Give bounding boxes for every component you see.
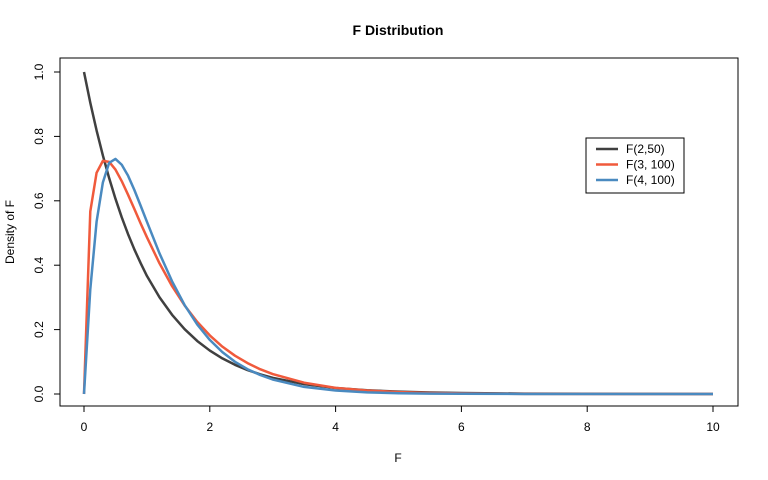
series-line-0: [82, 71, 714, 396]
y-tick-label: 0.4: [32, 257, 46, 274]
y-tick-label: 0.6: [32, 192, 46, 209]
x-tick-label: 2: [206, 420, 213, 434]
legend-label-2: F(4, 100): [626, 173, 675, 187]
y-tick-label: 0.0: [32, 385, 46, 402]
y-axis: 0.0 0.2 0.4 0.6 0.8 1.0: [32, 63, 61, 402]
x-tick-label: 6: [458, 420, 465, 434]
legend: F(2,50) F(3, 100)F(4, 100): [585, 137, 685, 194]
series-line-2: [82, 157, 713, 396]
legend-label-0: F(2,50): [626, 142, 665, 156]
y-axis-label: Density of F: [3, 200, 17, 264]
x-tick-label: 0: [81, 420, 88, 434]
x-tick-label: 10: [706, 420, 720, 434]
x-tick-label: 8: [584, 420, 591, 434]
series-layer: [82, 71, 714, 396]
chart-title: F Distribution: [353, 22, 444, 38]
y-tick-label: 0.2: [32, 321, 46, 338]
x-axis: 0 2 4 6 8 10: [81, 405, 720, 434]
series-line-1: [82, 159, 713, 396]
x-tick-label: 4: [332, 420, 339, 434]
y-tick-label: 0.8: [32, 128, 46, 145]
y-tick-label: 1.0: [32, 63, 46, 80]
x-axis-label: F: [394, 451, 401, 465]
plot-frame: [59, 57, 739, 407]
legend-label-1: F(3, 100): [626, 158, 675, 172]
